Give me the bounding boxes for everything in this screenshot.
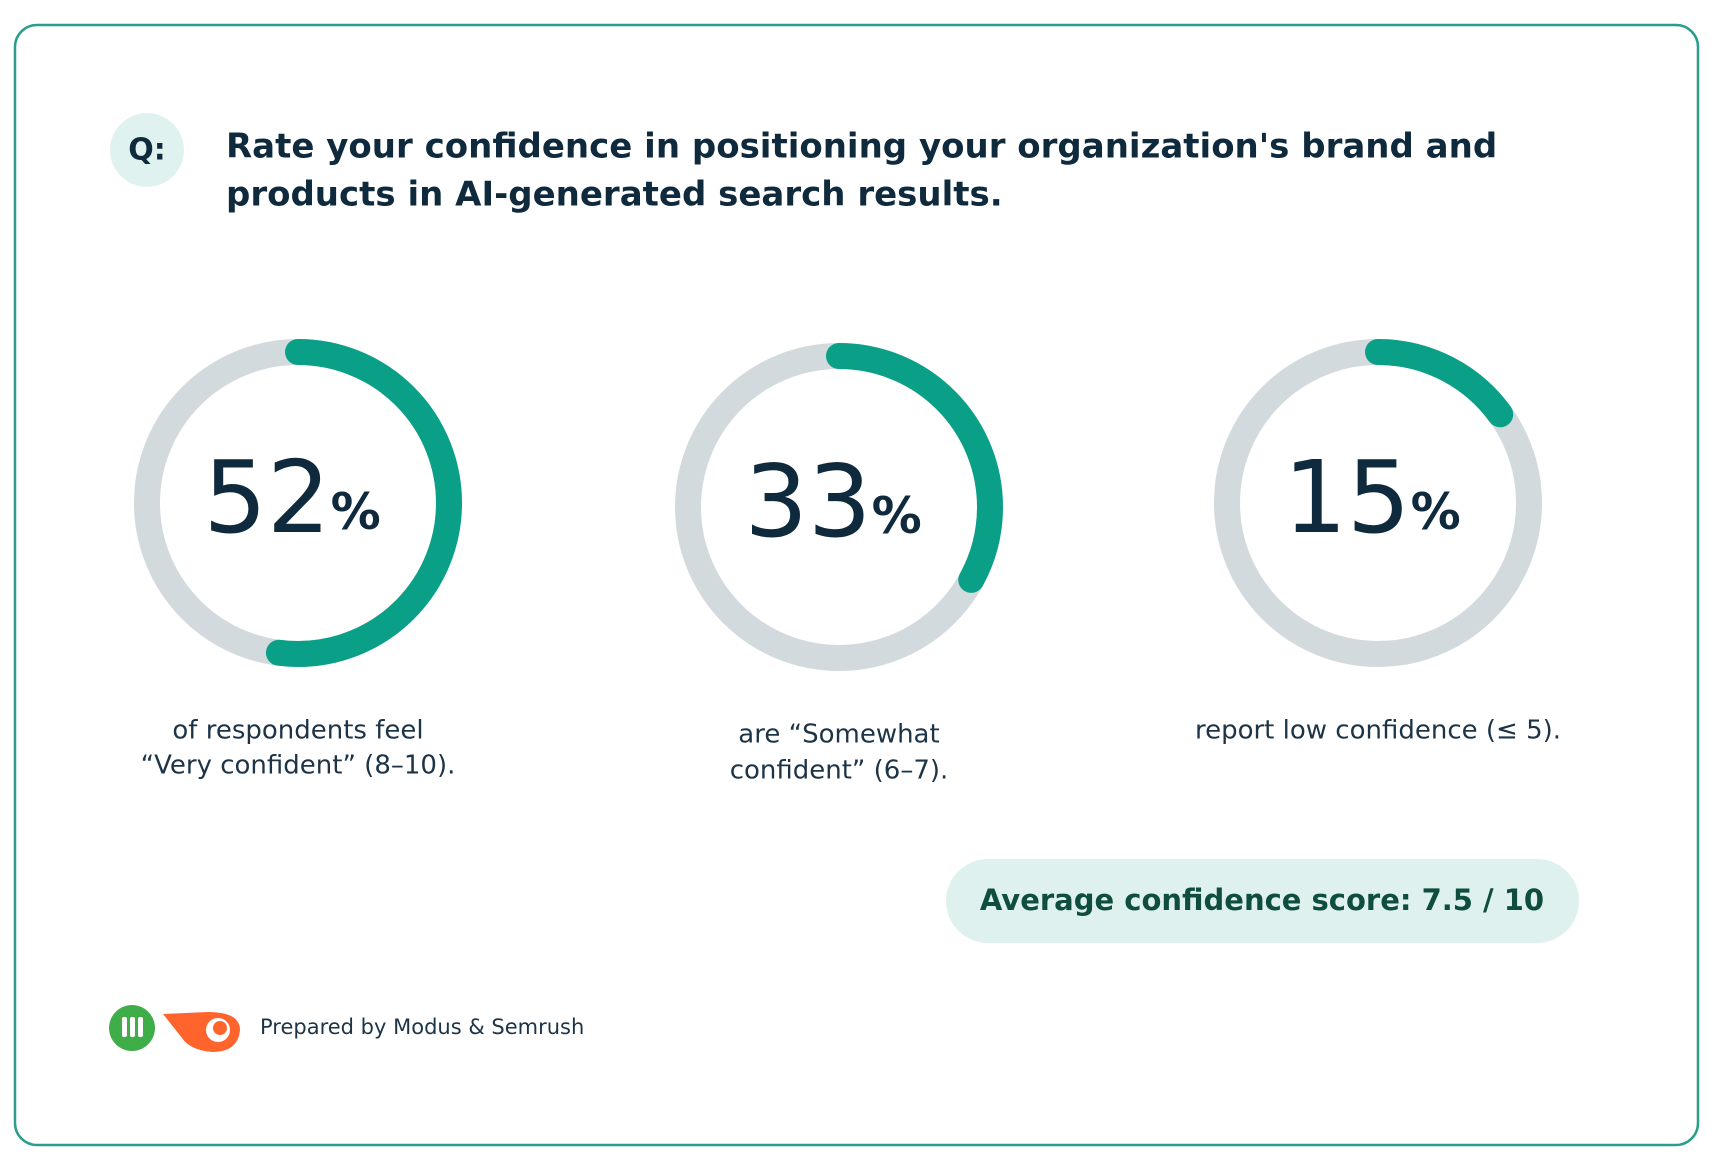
caption: report low confidence (≤ 5). [1195, 716, 1561, 746]
logo-glyph [130, 1017, 135, 1037]
value-number: 52 [203, 439, 330, 556]
caption: “Very confident” (8–10). [141, 751, 456, 781]
caption: are “Somewhat [738, 720, 939, 750]
value-unit: % [872, 487, 922, 545]
value-number: 15 [1283, 439, 1410, 556]
gauge-arc [1214, 339, 1542, 667]
badge-label: Q: [128, 133, 166, 168]
logo-glyph [213, 1021, 227, 1035]
gauge-value: 15% [1283, 439, 1460, 556]
question-line: products in AI-generated search results. [226, 175, 1003, 215]
value-number: 33 [744, 443, 871, 560]
gauge-value: 33% [744, 443, 921, 560]
question-badge [110, 113, 184, 187]
gauge-arc [675, 343, 1003, 671]
highlight-text: Average confidence score: 7.5 / 10 [980, 883, 1544, 917]
highlight-pill [946, 859, 1579, 943]
question-line: Rate your confidence in positioning your… [226, 127, 1497, 167]
value-unit: % [1411, 483, 1461, 541]
footer-text: Prepared by Modus & Semrush [260, 1015, 584, 1039]
caption: confident” (6–7). [730, 756, 949, 786]
gauge-arc [134, 339, 462, 667]
logo-glyph [122, 1017, 127, 1037]
logo-glyph [138, 1017, 143, 1037]
caption: of respondents feel [172, 716, 423, 746]
gauge-value: 52% [203, 439, 380, 556]
value-unit: % [331, 483, 381, 541]
